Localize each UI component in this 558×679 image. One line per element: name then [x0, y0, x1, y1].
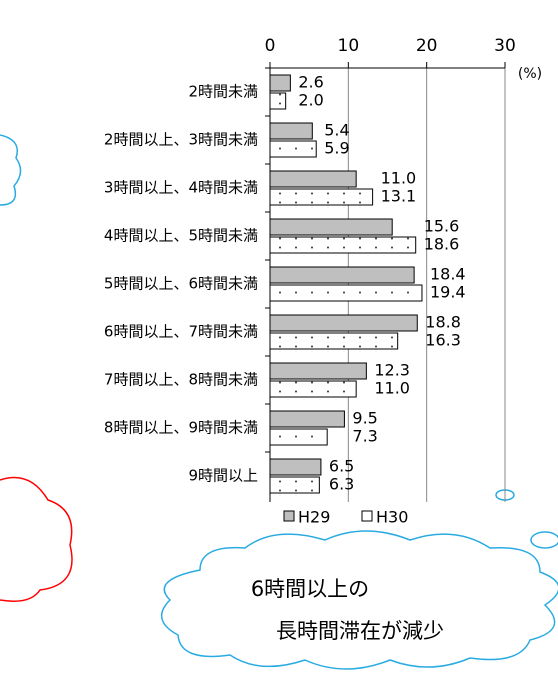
- value-label: 2.0: [298, 91, 323, 110]
- value-label: 7.3: [352, 427, 377, 446]
- x-tick-label: 20: [416, 36, 438, 56]
- bar: [269, 380, 357, 398]
- value-label: 18.4: [430, 265, 466, 284]
- bar: [269, 314, 418, 332]
- value-label: 11.0: [381, 169, 417, 188]
- y-tick-label: 2時間以上、3時間未満: [104, 131, 258, 149]
- y-tick-label: 4時間以上、5時間未満: [104, 227, 258, 245]
- bar: [269, 170, 357, 188]
- legend-swatch: [361, 510, 373, 522]
- value-label: 18.6: [424, 235, 460, 254]
- bar: [269, 218, 393, 236]
- bar: [269, 74, 291, 92]
- bar: [269, 92, 287, 110]
- x-tick-label: 10: [338, 36, 360, 56]
- cloud-left-red: [0, 476, 73, 602]
- cloud-bubble: [530, 531, 558, 549]
- value-label: 5.4: [324, 121, 349, 140]
- bar: [269, 362, 367, 380]
- value-label: 12.3: [374, 361, 410, 380]
- bar: [269, 140, 317, 158]
- y-tick-label: 8時間以上、9時間未満: [104, 419, 258, 437]
- value-label: 16.3: [425, 331, 461, 350]
- y-tick-label: 5時間以上、6時間未満: [104, 275, 258, 293]
- value-label: 6.5: [329, 457, 354, 476]
- legend-swatch: [283, 510, 295, 522]
- legend-label: H29: [298, 508, 330, 527]
- bar: [269, 284, 423, 302]
- bar: [269, 410, 345, 428]
- annotation: 長時間滞在が減少: [276, 619, 444, 643]
- bar: [269, 428, 328, 446]
- annotation: 6時間以上の: [251, 577, 369, 601]
- y-tick-label: 6時間以上、7時間未満: [104, 323, 258, 341]
- legend-label: H30: [376, 508, 408, 527]
- x-tick-label: 30: [494, 36, 516, 56]
- value-label: 9.5: [352, 409, 377, 428]
- y-tick-label: 9時間以上: [188, 467, 258, 485]
- cloud-callout: [161, 530, 558, 670]
- y-tick-label: 3時間以上、4時間未満: [104, 179, 258, 197]
- bar: [269, 458, 322, 476]
- value-label: 6.3: [329, 475, 354, 494]
- value-label: 13.1: [381, 187, 417, 206]
- y-tick-label: 2時間未満: [188, 83, 258, 101]
- y-tick-label: 7時間以上、8時間未満: [104, 371, 258, 389]
- bar: [269, 476, 320, 494]
- x-tick-label: 0: [265, 36, 276, 56]
- bar: [269, 332, 399, 350]
- value-label: 19.4: [430, 283, 466, 302]
- value-label: 11.0: [374, 379, 410, 398]
- value-label: 2.6: [298, 73, 323, 92]
- bar: [269, 266, 415, 284]
- bar: [269, 122, 313, 140]
- value-label: 5.9: [324, 139, 349, 158]
- bar: [269, 188, 374, 206]
- value-label: 15.6: [424, 217, 460, 236]
- bar: [269, 236, 417, 254]
- cloud-left-blue: [0, 134, 22, 206]
- value-label: 18.8: [425, 313, 461, 332]
- x-axis-label: (%): [518, 66, 542, 82]
